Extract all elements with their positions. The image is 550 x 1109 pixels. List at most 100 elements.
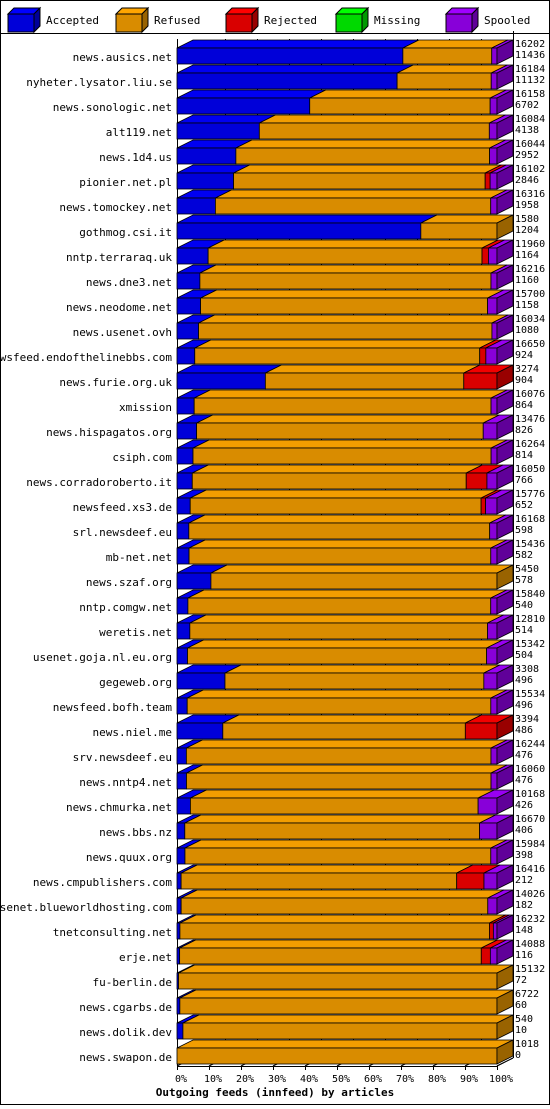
bar-segment-top-refused xyxy=(194,389,508,399)
x-tick-label: 100% xyxy=(489,1074,513,1085)
bar-side xyxy=(496,289,514,315)
bar-segment-top-refused xyxy=(194,339,496,349)
bar-side xyxy=(496,689,514,715)
bar-segment-top-refused xyxy=(224,664,501,674)
bar-side xyxy=(496,364,514,390)
bar-segment-spooled xyxy=(490,597,498,615)
data-label-accepted: 398 xyxy=(515,850,533,861)
category-label: news.hispagatos.org xyxy=(46,426,172,439)
data-label-accepted: 766 xyxy=(515,475,533,486)
x-tick-label: 90% xyxy=(460,1074,478,1085)
bar-side xyxy=(496,1014,514,1040)
data-label-offered: 15534 xyxy=(515,689,545,700)
data-label-offered: 16244 xyxy=(515,739,545,750)
legend-label-rejected: Rejected xyxy=(264,14,317,27)
category-label: weretis.net xyxy=(99,626,172,639)
bar-segment-accepted xyxy=(176,422,198,440)
data-label-offered: 16416 xyxy=(515,864,545,875)
category-label: pionier.net.pl xyxy=(79,176,172,189)
bar-side xyxy=(496,64,514,90)
x-tick-label: 20% xyxy=(236,1074,254,1085)
bar-segment-top-accepted xyxy=(176,364,282,374)
bar-segment-refused xyxy=(396,72,492,90)
legend-swatch-rejected xyxy=(225,13,253,33)
data-label-accepted: 582 xyxy=(515,550,533,561)
bar-segment-refused xyxy=(188,547,492,565)
data-label-accepted: 1164 xyxy=(515,250,539,261)
bar-segment-top-refused xyxy=(176,1039,514,1049)
bar-segment-refused xyxy=(200,297,488,315)
bar-segment-spooled xyxy=(483,872,498,890)
bar-segment-refused xyxy=(185,747,492,765)
data-label-accepted: 182 xyxy=(515,900,533,911)
category-label: csiph.com xyxy=(112,451,172,464)
data-label-accepted: 486 xyxy=(515,725,533,736)
bar-segment-refused xyxy=(207,247,483,265)
x-tick-label: 80% xyxy=(428,1074,446,1085)
bar-segment-spooled xyxy=(485,497,498,515)
bar-segment-refused xyxy=(224,672,485,690)
bar-side xyxy=(496,889,514,915)
data-label-offered: 12810 xyxy=(515,614,545,625)
data-label-accepted: 540 xyxy=(515,600,533,611)
data-label-offered: 16044 xyxy=(515,139,545,150)
bar-segment-top-accepted xyxy=(176,214,438,224)
bar-segment-accepted xyxy=(176,547,190,565)
category-label: news.chmurka.net xyxy=(66,801,172,814)
data-label-offered: 16670 xyxy=(515,814,545,825)
bar-segment-top-refused xyxy=(265,364,480,374)
bar-segment-accepted xyxy=(176,47,404,65)
category-label: news.dolik.dev xyxy=(79,1026,172,1039)
bar-segment-accepted xyxy=(176,572,212,590)
bar-segment-top-refused xyxy=(190,789,495,799)
legend-label-accepted: Accepted xyxy=(46,14,99,27)
x-tick-label: 30% xyxy=(268,1074,286,1085)
category-label: news.cgarbs.de xyxy=(79,1001,172,1014)
data-label-offered: 16050 xyxy=(515,464,545,475)
bar-segment-top-accepted xyxy=(176,89,326,99)
bar-segment-top-refused xyxy=(179,939,498,949)
bar-segment-top-refused xyxy=(396,64,508,74)
data-label-offered: 16650 xyxy=(515,339,545,350)
data-label-accepted: 496 xyxy=(515,675,533,686)
data-label-offered: 540 xyxy=(515,1014,533,1025)
data-label-accepted: 476 xyxy=(515,750,533,761)
bar-segment-top-refused xyxy=(184,839,507,849)
data-label-accepted: 60 xyxy=(515,1000,527,1011)
bar-side xyxy=(496,664,514,690)
data-label-accepted: 6702 xyxy=(515,100,539,111)
bar-segment-refused xyxy=(187,647,488,665)
data-label-offered: 16168 xyxy=(515,514,545,525)
bar-segment-accepted xyxy=(176,122,260,140)
bar-segment-refused xyxy=(192,447,492,465)
bar-segment-refused xyxy=(188,522,491,540)
data-label-accepted: 1080 xyxy=(515,325,539,336)
data-label-offered: 16202 xyxy=(515,39,545,50)
bar-side xyxy=(496,439,514,465)
bar-side xyxy=(496,264,514,290)
bar-segment-spooled xyxy=(487,297,498,315)
category-label: nntp.terraraq.uk xyxy=(66,251,172,264)
data-label-accepted: 11132 xyxy=(515,75,545,86)
data-label-offered: 16316 xyxy=(515,189,545,200)
bar-segment-rejected xyxy=(489,922,494,940)
category-label: news.furie.org.uk xyxy=(59,376,172,389)
bar-segment-accepted xyxy=(176,897,182,915)
data-label-offered: 1580 xyxy=(515,214,539,225)
bar-side xyxy=(496,464,514,490)
data-label-accepted: 476 xyxy=(515,775,533,786)
bar-segment-refused xyxy=(190,797,479,815)
bar-segment-refused xyxy=(199,272,492,290)
bar-segment-spooled xyxy=(477,797,498,815)
data-label-offered: 16102 xyxy=(515,164,545,175)
bar-segment-accepted xyxy=(176,747,187,765)
bar-segment-spooled xyxy=(487,897,498,915)
bar-segment-rejected xyxy=(464,722,498,740)
bar-segment-top-refused xyxy=(192,464,483,474)
data-label-offered: 15700 xyxy=(515,289,545,300)
bar-segment-refused xyxy=(180,872,458,890)
bar-segment-top-refused xyxy=(215,189,507,199)
category-label: nntp.comgw.net xyxy=(79,601,172,614)
data-label-offered: 15132 xyxy=(515,964,545,975)
bar-segment-spooled xyxy=(482,422,498,440)
